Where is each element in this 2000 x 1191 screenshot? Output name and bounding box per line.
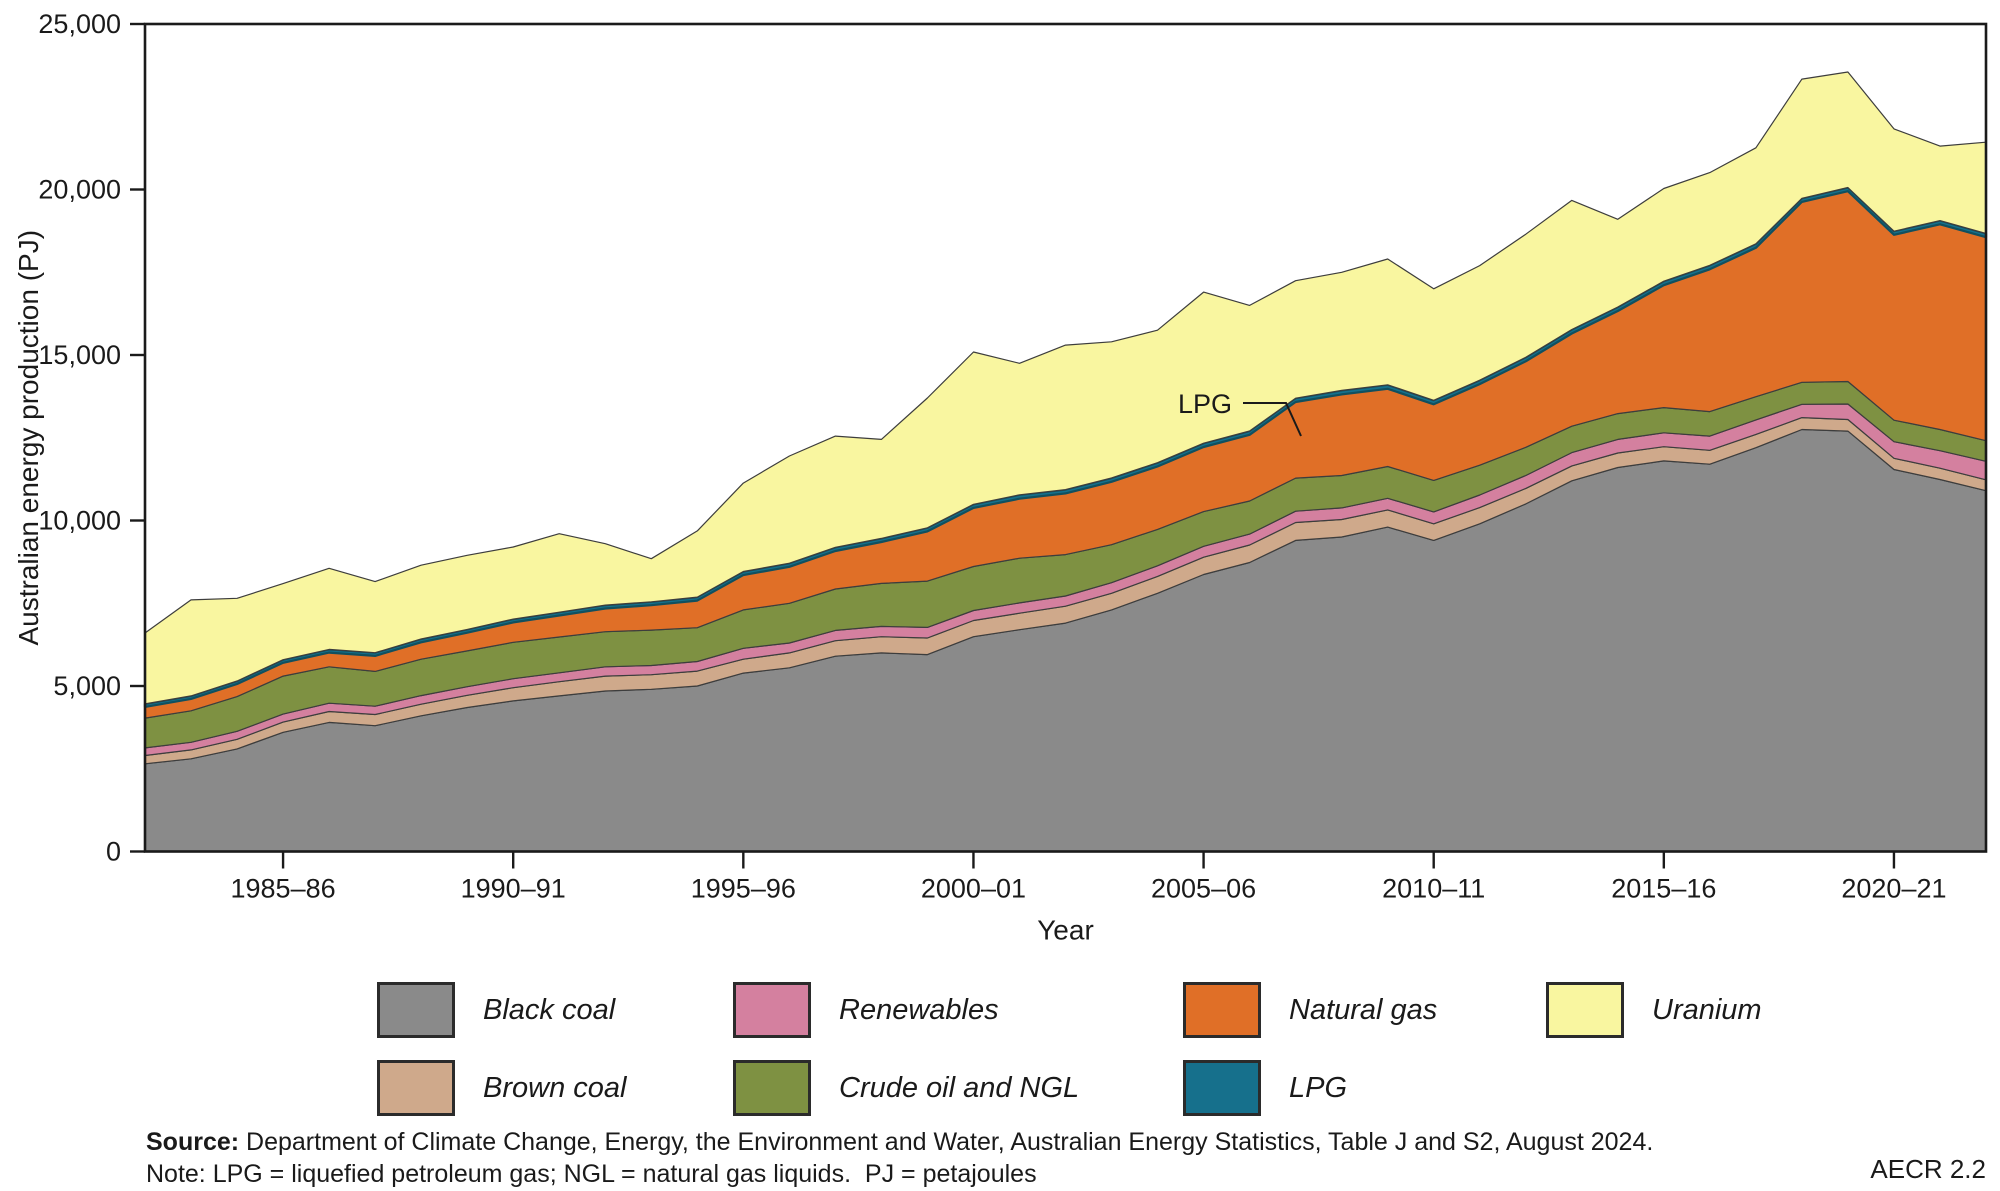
x-axis-title: Year — [1037, 915, 1094, 946]
source-text: Department of Climate Change, Energy, th… — [239, 1128, 1654, 1156]
legend-item-crude-oil-and-ngl: Crude oil and NGL — [733, 1060, 1079, 1116]
legend-swatch — [377, 982, 455, 1038]
figure-code: AECR 2.2 — [1870, 1154, 1986, 1184]
y-tick-label: 15,000 — [38, 340, 121, 370]
x-tick-label: 2015–16 — [1611, 874, 1716, 904]
y-tick-label: 20,000 — [38, 175, 121, 205]
legend-item-renewables: Renewables — [733, 982, 999, 1038]
y-axis-title: Australian energy production (PJ) — [13, 230, 44, 646]
x-tick-label: 2010–11 — [1382, 874, 1485, 904]
legend-item-brown-coal: Brown coal — [377, 1060, 626, 1116]
legend-item-black-coal: Black coal — [377, 982, 615, 1038]
legend-swatch — [733, 1060, 811, 1116]
legend-swatch — [1183, 1060, 1261, 1116]
legend-item-natural-gas: Natural gas — [1183, 982, 1437, 1038]
lpg-annotation-leader — [1243, 402, 1302, 437]
source-line: Source: Department of Climate Change, En… — [146, 1128, 1653, 1157]
y-tick-label: 5,000 — [53, 671, 121, 701]
x-tick-label: 1995–96 — [691, 874, 796, 904]
y-tick-label: 25,000 — [38, 9, 121, 39]
legend-swatch — [377, 1060, 455, 1116]
legend-label: Natural gas — [1289, 993, 1438, 1026]
legend-swatch — [1546, 982, 1624, 1038]
x-tick-label: 1990–91 — [461, 874, 566, 904]
y-tick-label: 10,000 — [38, 506, 121, 536]
legend-label: Black coal — [483, 993, 616, 1026]
note-line: Note: LPG = liquefied petroleum gas; NGL… — [146, 1160, 1037, 1188]
legend-swatch — [1183, 982, 1261, 1038]
legend-item-lpg: LPG — [1183, 1060, 1347, 1116]
source-label: Source: — [146, 1128, 240, 1156]
legend-swatch — [733, 982, 811, 1038]
x-tick-label: 1985–86 — [231, 874, 336, 904]
legend-label: LPG — [1289, 1071, 1348, 1104]
x-tick-label: 2005–06 — [1151, 874, 1256, 904]
legend-label: Renewables — [839, 993, 999, 1026]
x-tick-label: 2000–01 — [921, 874, 1026, 904]
legend-label: Brown coal — [483, 1071, 627, 1104]
plot-frame — [143, 22, 1988, 853]
y-tick-label: 0 — [106, 837, 121, 867]
lpg-annotation-label: LPG — [1178, 389, 1232, 419]
legend-label: Uranium — [1652, 993, 1762, 1026]
legend-item-uranium: Uranium — [1546, 982, 1762, 1038]
legend-label: Crude oil and NGL — [839, 1071, 1080, 1104]
x-tick-label: 2020–21 — [1841, 874, 1946, 904]
